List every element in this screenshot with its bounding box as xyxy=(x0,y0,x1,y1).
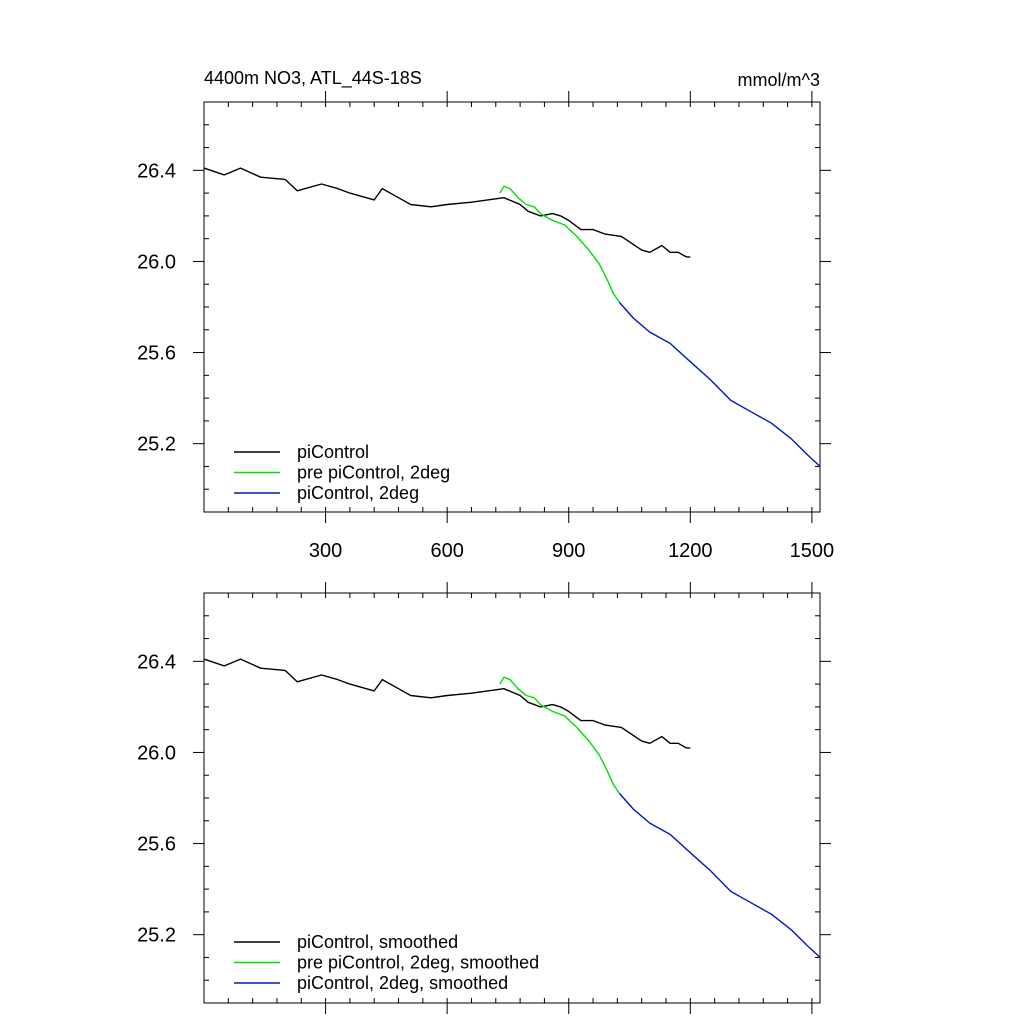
y-tick-label: 25.2 xyxy=(137,434,176,456)
panel-top: 300 600 900 1200 1500 25.2 25.6 26.0 26.4 piContr… xyxy=(137,91,834,562)
x-tick-label: 1500 xyxy=(790,540,835,562)
legend-label: piControl, 2deg xyxy=(297,483,419,503)
y-tick-label: 26.4 xyxy=(137,651,176,673)
y-tick-label: 26.0 xyxy=(137,742,176,764)
series-line-3 xyxy=(618,301,821,467)
y-tick-label: 26.4 xyxy=(137,160,176,182)
series-line-2 xyxy=(499,676,620,794)
series-line-1 xyxy=(203,167,691,258)
units-label: mmol/m^3 xyxy=(738,70,820,90)
y-tick-label: 26.0 xyxy=(137,251,176,273)
series-line-3 xyxy=(618,792,821,958)
x-tick-label: 900 xyxy=(552,540,585,562)
chart-title: 4400m NO3, ATL_44S-18S xyxy=(204,68,422,89)
x-tick-label: 600 xyxy=(430,540,463,562)
y-tick-label: 25.6 xyxy=(137,343,176,365)
x-tick-label: 1200 xyxy=(668,540,713,562)
series-line-2 xyxy=(499,185,620,303)
x-tick-label: 300 xyxy=(309,540,342,562)
legend-label: piControl xyxy=(297,442,369,462)
legend-label: pre piControl, 2deg, smoothed xyxy=(297,953,539,973)
series-line-1 xyxy=(203,658,691,749)
y-tick-label: 25.2 xyxy=(137,925,176,947)
y-tick-label: 25.6 xyxy=(137,834,176,856)
legend-label: pre piControl, 2deg xyxy=(297,463,450,483)
legend-label: piControl, 2deg, smoothed xyxy=(297,973,508,993)
legend-label: piControl, smoothed xyxy=(297,932,458,952)
